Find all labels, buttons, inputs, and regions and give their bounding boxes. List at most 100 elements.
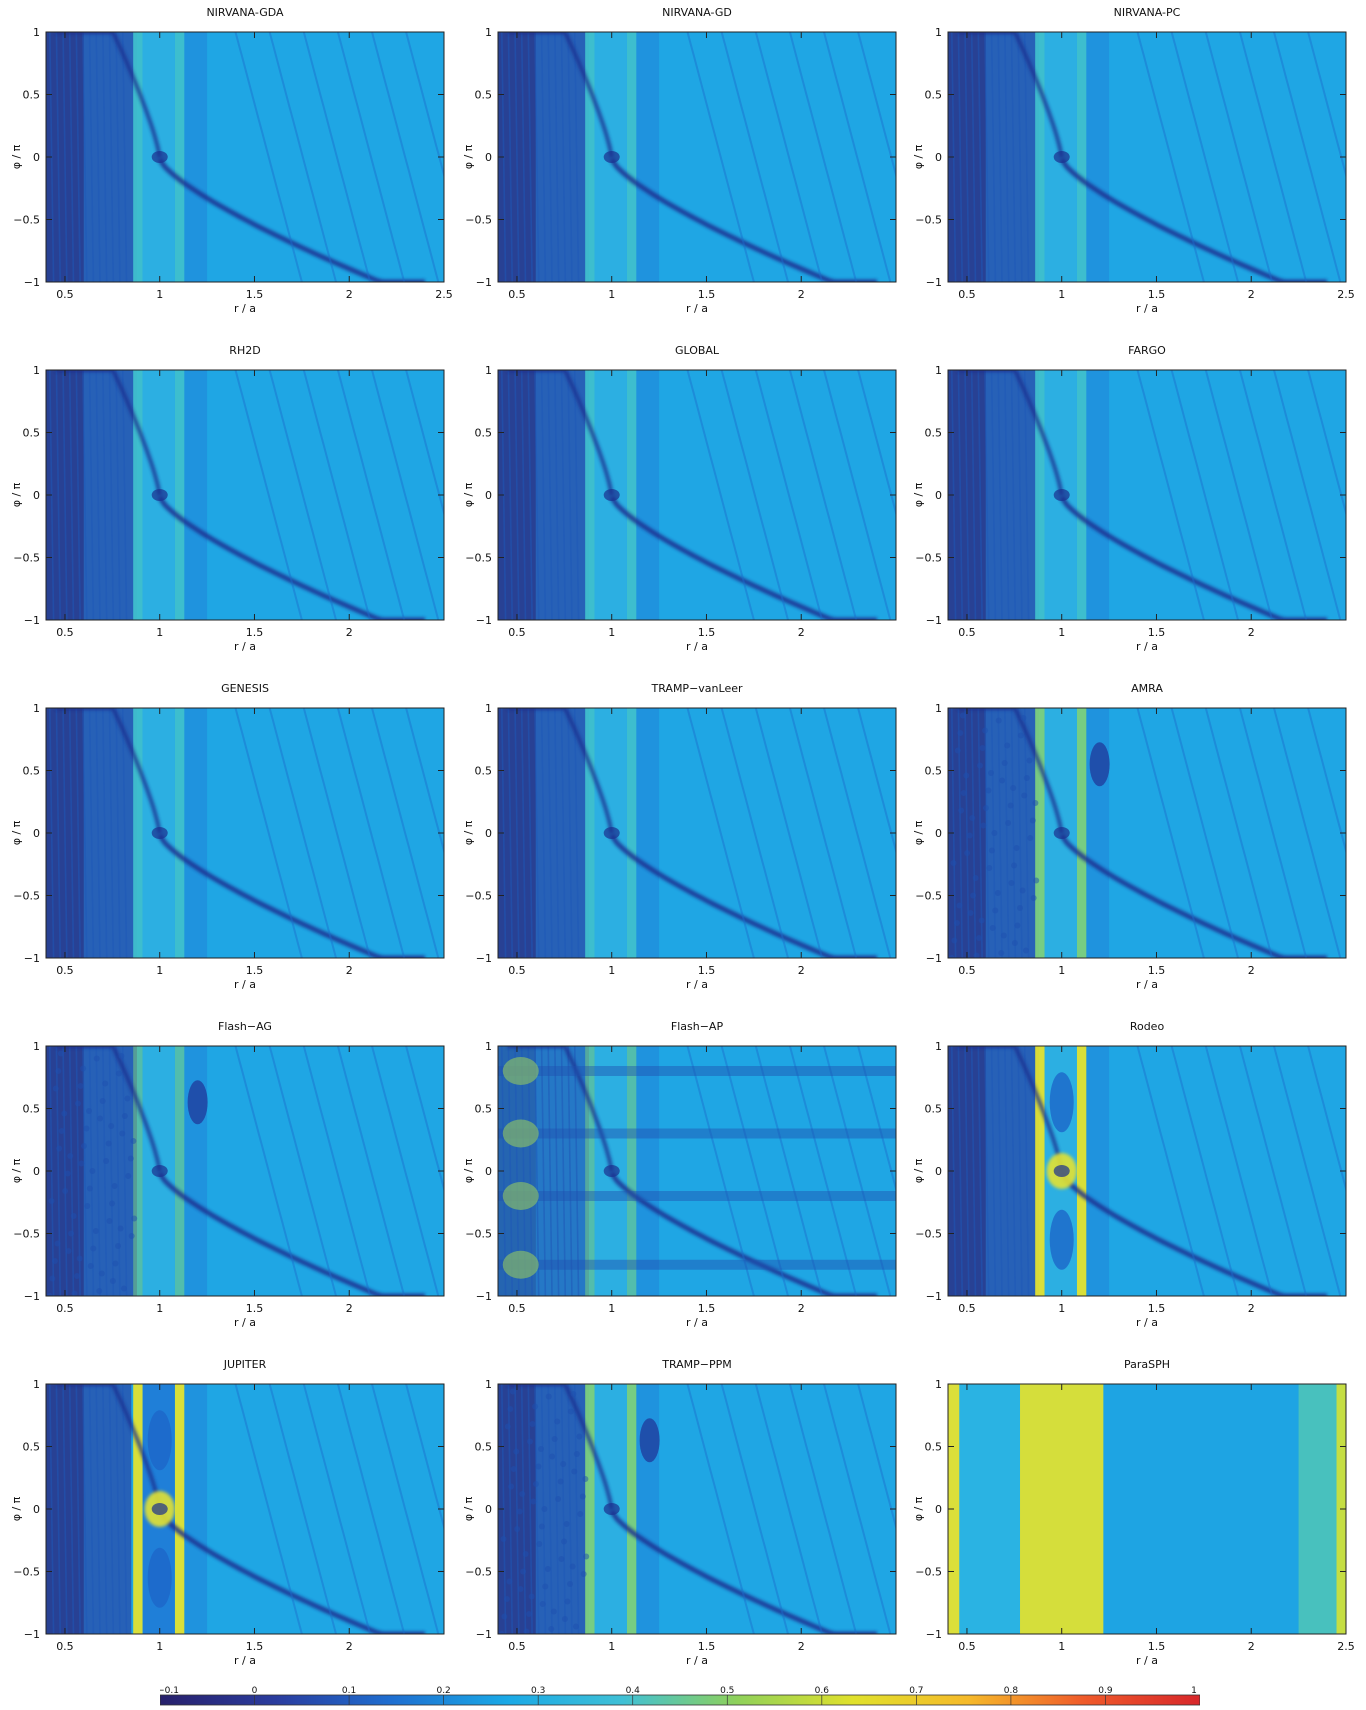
heatmap-field bbox=[46, 1384, 444, 1634]
faint-wake-arc bbox=[302, 1046, 372, 1296]
wave-stripe bbox=[567, 370, 573, 620]
x-tick-label: 2 bbox=[346, 288, 353, 301]
wave-stripe bbox=[75, 370, 81, 620]
density-band bbox=[1298, 1384, 1337, 1634]
y-tick-label: 0 bbox=[33, 1503, 40, 1516]
wave-stripe bbox=[567, 32, 573, 282]
y-tick-label: 1 bbox=[935, 26, 942, 39]
y-tick-label: 0 bbox=[33, 1165, 40, 1178]
wave-stripe bbox=[121, 1046, 128, 1296]
noise-blob bbox=[967, 910, 974, 916]
noise-blob bbox=[67, 1153, 74, 1159]
x-axis-label: r / a bbox=[234, 302, 256, 315]
noise-blob bbox=[513, 1448, 520, 1455]
planet-spot bbox=[603, 489, 620, 501]
noise-blob bbox=[74, 1100, 81, 1107]
noise-blob bbox=[77, 1083, 84, 1089]
y-tick-label: −0.5 bbox=[915, 214, 942, 227]
pattern-stripe bbox=[498, 1191, 896, 1201]
noise-blob bbox=[1027, 835, 1034, 841]
wave-stripe bbox=[121, 1384, 128, 1634]
noise-blob bbox=[121, 1113, 128, 1119]
wave-stripe bbox=[984, 708, 990, 958]
y-axis-label: φ / π bbox=[912, 820, 925, 845]
wave-stripe bbox=[527, 370, 533, 620]
heatmap-field bbox=[498, 1046, 896, 1296]
noise-blob bbox=[64, 1170, 71, 1177]
heatmap-svg: RH2D 1 0.5 0 −0.5 −1 0.5 1 1.5 2 r / a φ / π bbox=[10, 344, 445, 653]
y-tick-label: −1 bbox=[476, 276, 492, 289]
y-axis-label: φ / π bbox=[462, 1496, 475, 1521]
noise-blob bbox=[972, 875, 979, 881]
noise-blob bbox=[548, 1626, 555, 1632]
noise-blob bbox=[514, 1526, 521, 1532]
planet-spot bbox=[1053, 827, 1070, 839]
x-tick-label: 1.5 bbox=[246, 964, 264, 977]
faint-wake-arc bbox=[686, 708, 755, 958]
wave-stripe bbox=[121, 32, 128, 282]
noise-blob bbox=[1011, 940, 1018, 946]
wave-stripe bbox=[977, 32, 983, 282]
x-tick-label: 0.5 bbox=[56, 1640, 74, 1653]
wave-stripe bbox=[62, 1046, 68, 1296]
blob bbox=[502, 1057, 539, 1085]
y-tick-label: 1 bbox=[935, 1378, 942, 1391]
noise-blob bbox=[125, 1173, 132, 1179]
y-tick-label: 0 bbox=[935, 151, 942, 164]
noise-blob bbox=[80, 1065, 87, 1072]
noise-blob bbox=[516, 1508, 523, 1515]
noise-blob bbox=[982, 727, 989, 734]
x-axis-label: r / a bbox=[1136, 1654, 1158, 1667]
wave-stripe bbox=[957, 1046, 964, 1296]
y-tick-label: −1 bbox=[926, 952, 942, 965]
faint-wake-arc bbox=[371, 32, 440, 282]
x-tick-label: 1 bbox=[156, 1302, 163, 1315]
colorbar-svg: −0.1 0 0.1 0.2 0.3 0.4 0.5 0.6 0.7 0.8 0.9 1 bbox=[157, 1686, 1201, 1706]
wave-stripe bbox=[1010, 1046, 1017, 1296]
noise-blob bbox=[538, 1523, 545, 1530]
noise-blob bbox=[988, 847, 995, 854]
panel-title: GLOBAL bbox=[675, 344, 720, 357]
y-tick-label: 1 bbox=[485, 1040, 492, 1053]
y-tick-label: −0.5 bbox=[465, 214, 492, 227]
wave-stripe bbox=[82, 1046, 88, 1296]
noise-blob bbox=[1030, 895, 1037, 901]
panel-title: FARGO bbox=[1128, 344, 1166, 357]
faint-wake-arc bbox=[336, 708, 406, 958]
noise-blob bbox=[999, 777, 1006, 784]
noise-blob bbox=[46, 1293, 53, 1296]
noise-blob bbox=[979, 745, 986, 751]
x-tick-label: 0.5 bbox=[958, 288, 976, 301]
faint-wake-arc bbox=[336, 1384, 406, 1634]
noise-blob bbox=[1021, 792, 1028, 799]
wave-stripe bbox=[964, 32, 970, 282]
noise-blob bbox=[509, 1388, 516, 1395]
wave-stripe bbox=[514, 370, 520, 620]
colorbar-tick-label: −0.1 bbox=[160, 1686, 179, 1696]
noise-blob bbox=[989, 925, 996, 931]
wave-stripe bbox=[547, 1384, 553, 1634]
faint-wake-arc bbox=[823, 1384, 892, 1634]
colorbar-tick-label: 0.6 bbox=[815, 1686, 830, 1696]
x-tick-label: 0.5 bbox=[56, 626, 74, 639]
noise-blob bbox=[580, 1571, 587, 1577]
colorbar-tick-label: 0.5 bbox=[720, 1686, 734, 1696]
inner-spiral-wake bbox=[55, 1046, 162, 1172]
x-axis-label: r / a bbox=[1136, 1316, 1158, 1329]
x-tick-label: 0.5 bbox=[958, 964, 976, 977]
wave-stripe bbox=[573, 32, 580, 282]
wave-stripe bbox=[68, 1046, 75, 1296]
wave-stripe bbox=[1010, 32, 1017, 282]
wave-stripe bbox=[997, 1046, 1003, 1296]
wave-stripe bbox=[62, 370, 68, 620]
noise-blob bbox=[115, 1243, 122, 1249]
noise-blob bbox=[1004, 742, 1011, 749]
vortex bbox=[147, 1547, 172, 1608]
noise-blob bbox=[500, 1536, 507, 1542]
planet-spot bbox=[603, 1165, 620, 1177]
x-tick-label: 0.5 bbox=[508, 964, 526, 977]
x-axis-label: r / a bbox=[686, 302, 708, 315]
faint-wake-arc bbox=[754, 708, 824, 958]
gap-edge-band bbox=[1035, 370, 1045, 620]
wave-stripe bbox=[1017, 370, 1023, 620]
